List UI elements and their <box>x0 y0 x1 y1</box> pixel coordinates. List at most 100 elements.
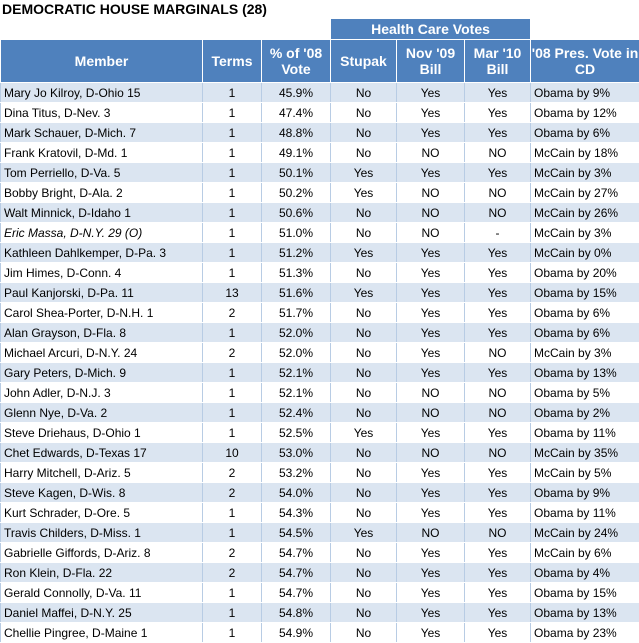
marginals-table: Health Care Votes Member Terms % of '08 … <box>0 18 639 643</box>
stupak-vote-cell: No <box>331 503 397 523</box>
stupak-vote-cell: No <box>331 443 397 463</box>
pres-vote-cell: Obama by 5% <box>531 383 639 403</box>
terms-cell: 1 <box>203 523 262 543</box>
pct-vote-cell: 53.2% <box>262 463 331 483</box>
pres-vote-cell: Obama by 4% <box>531 563 639 583</box>
member-cell: Glenn Nye, D-Va. 2 <box>1 403 203 423</box>
stupak-vote-cell: No <box>331 123 397 143</box>
pres-vote-cell: Obama by 2% <box>531 403 639 423</box>
member-cell: Frank Kratovil, D-Md. 1 <box>1 143 203 163</box>
member-cell: Travis Childers, D-Miss. 1 <box>1 523 203 543</box>
member-cell: Mark Schauer, D-Mich. 7 <box>1 123 203 143</box>
column-header-stupak: Stupak <box>331 40 397 83</box>
member-cell: Mary Jo Kilroy, D-Ohio 15 <box>1 83 203 103</box>
mar10-vote-cell: Yes <box>465 563 531 583</box>
pres-vote-cell: Obama by 20% <box>531 263 639 283</box>
member-cell: John Adler, D-N.J. 3 <box>1 383 203 403</box>
pres-vote-cell: Obama by 9% <box>531 83 639 103</box>
terms-cell: 2 <box>203 303 262 323</box>
terms-cell: 1 <box>203 183 262 203</box>
nov09-vote-cell: NO <box>397 203 465 223</box>
pct-vote-cell: 52.0% <box>262 343 331 363</box>
member-cell: Ron Klein, D-Fla. 22 <box>1 563 203 583</box>
stupak-vote-cell: No <box>331 103 397 123</box>
member-cell: Chet Edwards, D-Texas 17 <box>1 443 203 463</box>
member-cell: Steve Driehaus, D-Ohio 1 <box>1 423 203 443</box>
pres-vote-cell: McCain by 3% <box>531 223 639 243</box>
stupak-vote-cell: Yes <box>331 163 397 183</box>
member-cell: Dina Titus, D-Nev. 3 <box>1 103 203 123</box>
pres-vote-cell: McCain by 3% <box>531 343 639 363</box>
nov09-vote-cell: Yes <box>397 263 465 283</box>
terms-cell: 1 <box>203 403 262 423</box>
pres-vote-cell: Obama by 9% <box>531 483 639 503</box>
member-cell: Carol Shea-Porter, D-N.H. 1 <box>1 303 203 323</box>
terms-cell: 2 <box>203 343 262 363</box>
terms-cell: 2 <box>203 543 262 563</box>
column-header-mar10: Mar '10 Bill <box>465 40 531 83</box>
stupak-vote-cell: Yes <box>331 423 397 443</box>
stupak-vote-cell: No <box>331 463 397 483</box>
nov09-vote-cell: NO <box>397 383 465 403</box>
nov09-vote-cell: Yes <box>397 243 465 263</box>
mar10-vote-cell: Yes <box>465 603 531 623</box>
stupak-vote-cell: No <box>331 203 397 223</box>
nov09-vote-cell: Yes <box>397 603 465 623</box>
pres-vote-cell: McCain by 35% <box>531 443 639 463</box>
terms-cell: 1 <box>203 223 262 243</box>
stupak-vote-cell: No <box>331 263 397 283</box>
stupak-vote-cell: No <box>331 603 397 623</box>
pres-vote-cell: Obama by 13% <box>531 363 639 383</box>
member-cell: Kurt Schrader, D-Ore. 5 <box>1 503 203 523</box>
terms-cell: 1 <box>203 423 262 443</box>
stupak-vote-cell: No <box>331 223 397 243</box>
mar10-vote-cell: Yes <box>465 483 531 503</box>
member-cell: Gabrielle Giffords, D-Ariz. 8 <box>1 543 203 563</box>
pct-vote-cell: 50.6% <box>262 203 331 223</box>
mar10-vote-cell: Yes <box>465 263 531 283</box>
nov09-vote-cell: Yes <box>397 483 465 503</box>
mar10-vote-cell: Yes <box>465 283 531 303</box>
pres-vote-cell: McCain by 6% <box>531 543 639 563</box>
stupak-vote-cell: No <box>331 403 397 423</box>
nov09-vote-cell: Yes <box>397 303 465 323</box>
member-cell: Eric Massa, D-N.Y. 29 (O) <box>1 223 203 243</box>
terms-cell: 1 <box>203 103 262 123</box>
nov09-vote-cell: Yes <box>397 83 465 103</box>
terms-cell: 1 <box>203 203 262 223</box>
mar10-vote-cell: Yes <box>465 543 531 563</box>
nov09-vote-cell: Yes <box>397 283 465 303</box>
stupak-vote-cell: No <box>331 383 397 403</box>
pres-vote-cell: McCain by 0% <box>531 243 639 263</box>
pct-vote-cell: 52.1% <box>262 383 331 403</box>
pct-vote-cell: 52.1% <box>262 363 331 383</box>
pres-vote-cell: Obama by 13% <box>531 603 639 623</box>
member-cell: Chellie Pingree, D-Maine 1 <box>1 623 203 643</box>
mar10-vote-cell: NO <box>465 403 531 423</box>
mar10-vote-cell: Yes <box>465 103 531 123</box>
mar10-vote-cell: - <box>465 223 531 243</box>
page-title: DEMOCRATIC HOUSE MARGINALS (28) <box>2 0 267 18</box>
pct-vote-cell: 51.7% <box>262 303 331 323</box>
health-care-votes-header: Health Care Votes <box>331 19 531 40</box>
pct-vote-cell: 45.9% <box>262 83 331 103</box>
pct-vote-cell: 54.7% <box>262 583 331 603</box>
member-cell: Alan Grayson, D-Fla. 8 <box>1 323 203 343</box>
pres-vote-cell: McCain by 18% <box>531 143 639 163</box>
nov09-vote-cell: Yes <box>397 623 465 643</box>
nov09-vote-cell: Yes <box>397 363 465 383</box>
mar10-vote-cell: NO <box>465 183 531 203</box>
member-cell: Tom Perriello, D-Va. 5 <box>1 163 203 183</box>
terms-cell: 1 <box>203 83 262 103</box>
